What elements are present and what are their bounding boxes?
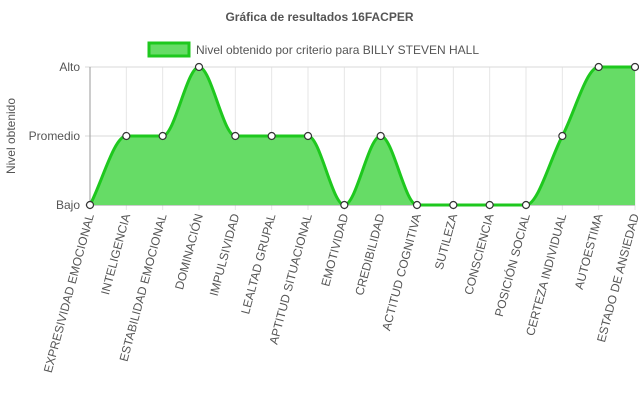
x-tick-label: CONSCIENCIA xyxy=(461,212,496,296)
data-point-2[interactable] xyxy=(158,131,167,141)
x-tick-label: EXPRESIVIDAD EMOCIONAL xyxy=(41,212,97,374)
legend-swatch xyxy=(147,41,191,58)
x-tick-label: POSICIÓN SOCIAL xyxy=(491,212,533,319)
data-point-1[interactable] xyxy=(122,131,131,141)
legend-label: Nivel obtenido por criterio para BILLY S… xyxy=(196,43,479,57)
x-tick-label: LEALTAD GRUPAL xyxy=(238,212,278,316)
data-point-6[interactable] xyxy=(303,131,313,141)
y-axis-title: Nivel obtenido xyxy=(4,98,18,174)
y-tick-label: Bajo xyxy=(56,198,80,212)
data-point-9[interactable] xyxy=(412,200,422,210)
x-tick-label: INTELIGENCIA xyxy=(98,212,133,296)
data-point-12[interactable] xyxy=(521,200,531,210)
data-point-14[interactable] xyxy=(594,62,603,72)
data-point-7[interactable] xyxy=(340,200,349,210)
data-point-11[interactable] xyxy=(485,200,494,210)
data-point-8[interactable] xyxy=(376,131,385,141)
y-tick-label: Alto xyxy=(59,60,80,74)
data-point-13[interactable] xyxy=(558,131,567,141)
chart-title: Gráfica de resultados 16FACPER xyxy=(225,10,413,24)
series-area xyxy=(88,65,635,207)
data-point-4[interactable] xyxy=(231,131,240,141)
x-tick-label: ACTITUD COGNITIVA xyxy=(379,212,424,332)
series-points xyxy=(85,62,639,210)
x-tick-label: AUTOESTIMA xyxy=(572,212,606,291)
data-point-10[interactable] xyxy=(449,200,458,210)
chart-legend[interactable]: Nivel obtenido por criterio para BILLY S… xyxy=(147,41,479,58)
x-tick-label: EMOTIVIDAD xyxy=(318,212,351,288)
x-tick-label: DOMINACIÓN xyxy=(171,212,206,291)
series-line xyxy=(88,65,635,207)
data-point-5[interactable] xyxy=(267,131,276,141)
data-point-0[interactable] xyxy=(85,200,95,210)
y-axis-ticks: Bajo Promedio Alto xyxy=(29,60,81,212)
data-point-15[interactable] xyxy=(630,62,639,72)
data-point-3[interactable] xyxy=(194,62,204,72)
x-tick-label: CREDIBILIDAD xyxy=(352,212,387,297)
series-area-fill xyxy=(90,67,635,205)
y-tick-label: Promedio xyxy=(29,129,81,143)
x-tick-label: SUTILEZA xyxy=(432,212,460,271)
x-tick-label: IMPULSIVIDAD xyxy=(207,212,243,298)
x-tick-label: CERTEZA INDIVIDUAL xyxy=(523,212,569,337)
x-axis-ticks: EXPRESIVIDAD EMOCIONAL INTELIGENCIAESTABI… xyxy=(41,212,639,375)
